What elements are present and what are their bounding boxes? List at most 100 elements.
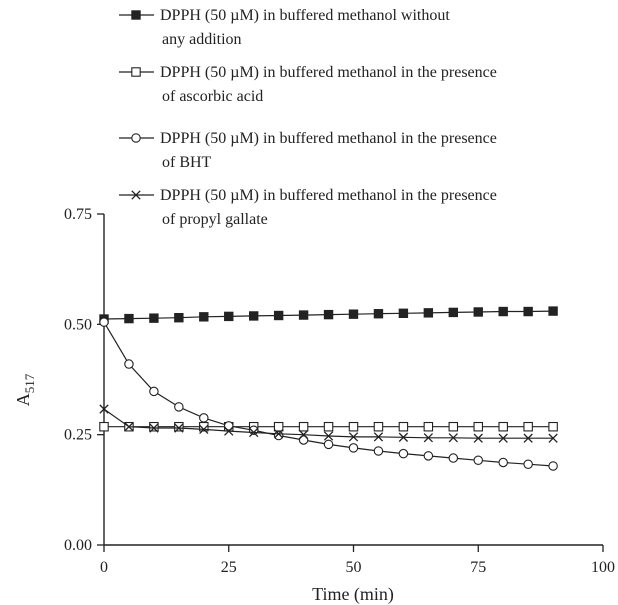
- legend-entry-4: DPPH (50 µM) in buffered methanol in the…: [119, 187, 497, 228]
- series-4-point: [498, 433, 508, 443]
- series-1-point: [273, 310, 284, 321]
- series-3-point: [99, 317, 109, 327]
- legend-entry-2: DPPH (50 µM) in buffered methanol in the…: [119, 64, 497, 105]
- legend-entry-3: DPPH (50 µM) in buffered methanol in the…: [119, 130, 497, 171]
- series-4: [99, 404, 558, 443]
- legend-label-line: DPPH (50 µM) in buffered methanol in the…: [160, 64, 497, 81]
- series-4-point-stroke-b: [149, 423, 159, 433]
- series-1-point: [124, 313, 134, 324]
- series-3-point: [423, 451, 434, 461]
- series-2-point: [323, 421, 334, 432]
- series-1-point: [448, 307, 459, 318]
- series-2-point: [473, 421, 483, 432]
- series-1-point: [498, 306, 508, 317]
- series-3-point: [373, 446, 384, 456]
- series-2-point: [149, 421, 159, 432]
- series-1: [99, 306, 558, 324]
- series-2-point: [423, 421, 434, 432]
- series-4-point-stroke-b: [174, 423, 184, 433]
- series-1-point: [523, 306, 533, 317]
- series-4-point: [373, 432, 384, 442]
- series-4-point-stroke-b: [398, 432, 409, 442]
- series-4-point-stroke-b: [224, 426, 234, 436]
- series-3-point: [523, 459, 533, 469]
- legend-label-line: DPPH (50 µM) in buffered methanol withou…: [160, 7, 450, 24]
- x-tick-label: 50: [346, 559, 362, 576]
- y-ticks: 0.00 0.25 0.50 0.75: [64, 206, 104, 554]
- x-ticks: 0 25 50 75 100: [100, 545, 615, 576]
- series-4-point: [448, 433, 458, 443]
- series-2-point: [99, 421, 109, 432]
- series-2-point: [448, 421, 459, 432]
- series-3-point: [348, 443, 359, 453]
- series-2-point: [174, 421, 184, 432]
- series-2-point: [523, 421, 533, 432]
- series-4-point: [224, 426, 234, 436]
- series-1-point: [149, 313, 159, 323]
- legend-label-line: any addition: [162, 31, 242, 48]
- series-4-point: [323, 431, 334, 441]
- legend-label-line: of BHT: [162, 154, 212, 171]
- series-4-point-stroke-b: [473, 433, 483, 443]
- series-3-point: [498, 457, 508, 468]
- series-4-point-stroke-b: [448, 433, 458, 443]
- series-4-point: [423, 433, 434, 443]
- series-4-point: [523, 433, 533, 443]
- series-1-point: [398, 308, 409, 319]
- legend-label-line: of ascorbic acid: [162, 88, 263, 105]
- series-4-point-stroke-b: [523, 433, 533, 443]
- x-tick-label: 100: [591, 559, 615, 576]
- legend-label-line: DPPH (50 µM) in buffered methanol in the…: [160, 130, 497, 147]
- series-2-point: [498, 421, 508, 432]
- series-1-point: [199, 312, 209, 322]
- series-4-point-stroke-b: [273, 429, 284, 439]
- series-4-point-stroke-b: [498, 433, 508, 443]
- y-axis-title: A517: [13, 373, 37, 406]
- series-2-point: [348, 421, 359, 432]
- series-4-point: [124, 422, 134, 432]
- series-4-point: [149, 423, 159, 433]
- series-4-point-stroke-b: [423, 433, 434, 443]
- y-tick-label: 0.50: [64, 316, 92, 333]
- series-4-point-stroke-b: [199, 424, 209, 435]
- series-4-point: [99, 404, 109, 414]
- legend-swatch-marker: [131, 67, 141, 77]
- series-3: [99, 317, 558, 471]
- series-4-point-stroke-b: [99, 404, 109, 414]
- series-4-point-stroke-b: [373, 432, 384, 442]
- series-2-point: [373, 421, 384, 432]
- series-4-point: [548, 433, 558, 443]
- series-4-point: [273, 429, 284, 439]
- series-1-point: [298, 310, 309, 320]
- series-3-point: [473, 455, 483, 466]
- series-3-point: [398, 448, 409, 459]
- y-tick-label: 0.00: [64, 537, 92, 554]
- series-4-point-stroke-b: [323, 431, 334, 441]
- series-1-point: [174, 313, 184, 323]
- series-2-point: [398, 421, 409, 432]
- series-4-point: [348, 432, 359, 442]
- series-1-point: [473, 307, 483, 317]
- series-2: [99, 421, 558, 432]
- series-4-point-stroke-b: [348, 432, 359, 442]
- series-2-point: [273, 421, 284, 432]
- series-3-point: [224, 421, 234, 431]
- series-4-point: [249, 427, 259, 438]
- series-1-point: [548, 306, 558, 316]
- series-3-point: [174, 402, 184, 412]
- series-4-point: [174, 423, 184, 433]
- series-2-point: [298, 421, 309, 432]
- series-3-point: [199, 413, 209, 423]
- series-2-point: [548, 421, 558, 432]
- series-4-point: [398, 432, 409, 442]
- x-axis-title: Time (min): [312, 584, 394, 605]
- series-4-point-stroke-b: [298, 430, 309, 440]
- series-3-point: [124, 359, 134, 369]
- y-tick-label: 0.25: [64, 427, 92, 444]
- series-1-point: [323, 309, 334, 320]
- series-3-point: [548, 461, 558, 471]
- x-tick-label: 0: [100, 559, 108, 576]
- legend: DPPH (50 µM) in buffered methanol withou…: [119, 7, 497, 228]
- legend-swatch-marker: [131, 10, 141, 20]
- series-1-point: [224, 311, 234, 322]
